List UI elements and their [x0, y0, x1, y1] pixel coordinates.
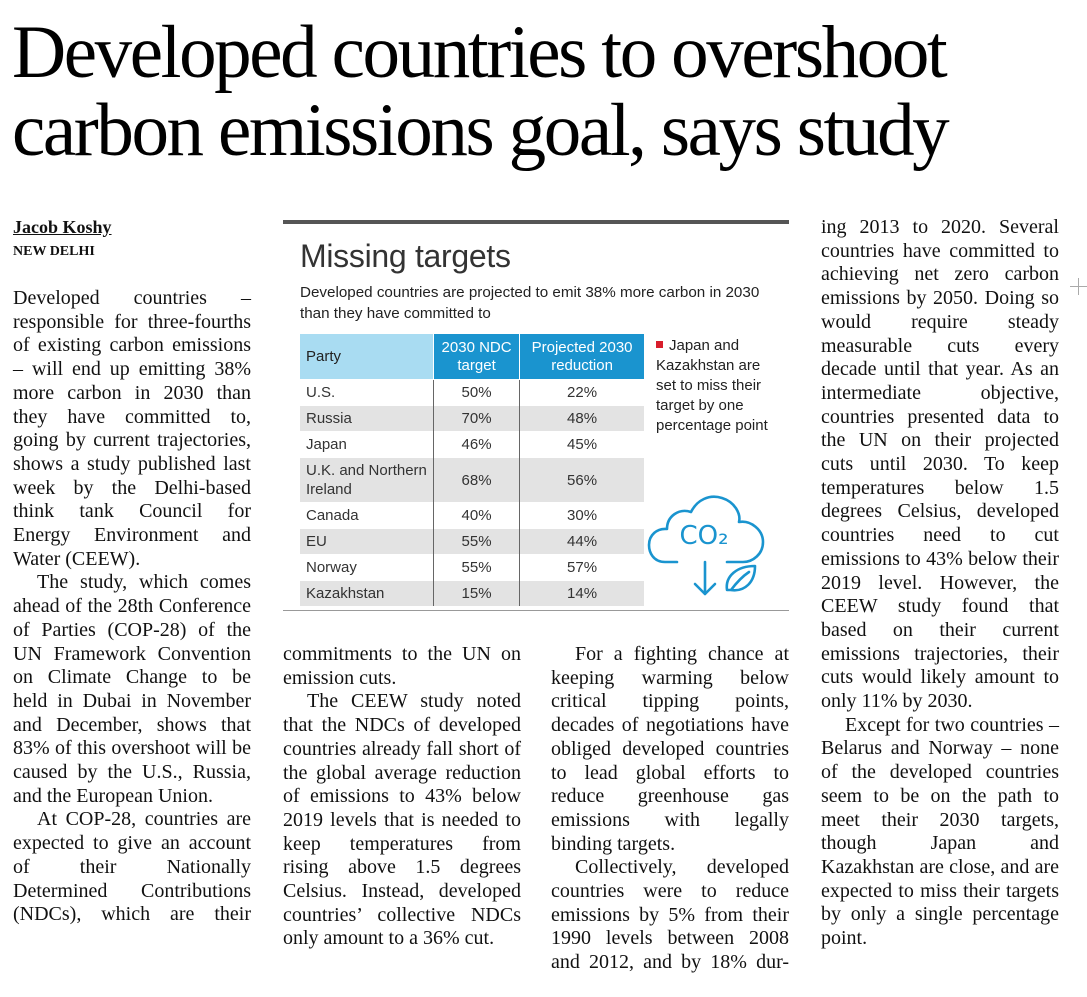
table-row: Canada 40% 30% [300, 502, 644, 529]
table-body: U.S. 50% 22% Russia 70% 48% Japan 46% 45% U.K. an… [300, 379, 644, 606]
column-header: Projected 2030 reduction [519, 334, 644, 380]
cloud-outline [647, 495, 765, 564]
column-header: Party [300, 334, 434, 380]
byline: Jacob Koshy [13, 217, 112, 237]
table-cell: 30% [519, 502, 644, 529]
table-row: U.S. 50% 22% [300, 379, 644, 406]
table-cell: 55% [432, 528, 520, 555]
table-cell: 40% [432, 502, 520, 529]
note-marker [656, 341, 663, 348]
headline-line: carbon emissions goal, says study [12, 89, 950, 172]
paragraph: The study, which comes ahead of the 28th… [13, 571, 251, 807]
infographic: Missing targets Developed countries are … [283, 220, 789, 611]
table-cell: 55% [432, 554, 520, 581]
table-cell: 57% [519, 554, 644, 581]
co2-icon: CO₂ [647, 495, 765, 596]
text-column: For a fighting chance at keeping warming… [551, 643, 789, 975]
row-label: Canada [300, 502, 434, 529]
table-row: EU 55% 44% [300, 528, 644, 555]
table-cell: 50% [432, 379, 520, 406]
row-label: U.K. and Northern Ireland [300, 457, 434, 503]
text-column: Developed countries – responsible for th… [13, 287, 251, 927]
graphic-note: Japan and Kazakhstan are set to miss the… [656, 336, 768, 436]
leaf [725, 564, 757, 592]
paragraph: The CEEW study noted that the NDCs of de… [283, 690, 521, 950]
table-row: U.K. and Northern Ireland 68% 56% [300, 457, 644, 503]
paragraph: For a fighting chance at keeping warming… [551, 643, 789, 855]
graphic-subtitle: Developed countries are projected to emi… [300, 284, 760, 322]
table-cell: 48% [519, 405, 644, 432]
paragraph: Collectively, developed countries were t… [551, 856, 789, 974]
headline: Developed countries to overshoot carbon … [12, 14, 1082, 170]
table-cell: 68% [432, 457, 520, 503]
data-table: Party 2030 NDC target Projected 2030 reduc… [300, 334, 644, 606]
table-cell: 15% [432, 580, 520, 606]
table-cell: 44% [519, 528, 644, 555]
paragraph: Except for two countries – Belarus and N… [821, 713, 1059, 950]
table-cell: 22% [519, 379, 644, 406]
row-label: EU [300, 528, 434, 555]
headline-line: Developed countries to overshoot [12, 11, 948, 94]
paragraph: ing 2013 to 2020. Several countries have… [821, 216, 1059, 713]
paragraph: commitments to the UN on emission cuts. [283, 643, 521, 689]
table-cell: 46% [432, 431, 520, 458]
dateline: NEW DELHI [13, 244, 95, 259]
row-label: U.S. [300, 379, 434, 406]
icon-label: CO₂ [679, 521, 728, 551]
text-column: commitments to the UN on emission cuts. T… [283, 643, 521, 951]
row-label: Japan [300, 431, 434, 458]
row-label: Kazakhstan [300, 580, 434, 606]
table-cell: 70% [432, 405, 520, 432]
table-row: Russia 70% 48% [300, 405, 644, 432]
crop-mark [1070, 278, 1087, 295]
table-cell: 14% [519, 580, 644, 606]
graphic-title: Missing targets [300, 238, 511, 274]
table-cell: 56% [519, 457, 644, 503]
table-row: Kazakhstan 15% 14% [300, 580, 644, 606]
note-text: Japan and Kazakhstan are set to miss the… [656, 337, 768, 434]
paragraph: At COP-28, countries are expected to giv… [13, 808, 251, 926]
down-arrow [693, 560, 717, 596]
column-header: 2030 NDC target [432, 334, 520, 380]
table-row: Japan 46% 45% [300, 431, 644, 458]
table-cell: 45% [519, 431, 644, 458]
text-column: ing 2013 to 2020. Several countries have… [821, 216, 1059, 951]
row-label: Russia [300, 405, 434, 432]
table-row: Norway 55% 57% [300, 554, 644, 581]
paragraph: Developed countries – responsible for th… [13, 287, 251, 570]
row-label: Norway [300, 554, 434, 581]
table-header: Party 2030 NDC target Projected 2030 reduc… [300, 334, 644, 380]
